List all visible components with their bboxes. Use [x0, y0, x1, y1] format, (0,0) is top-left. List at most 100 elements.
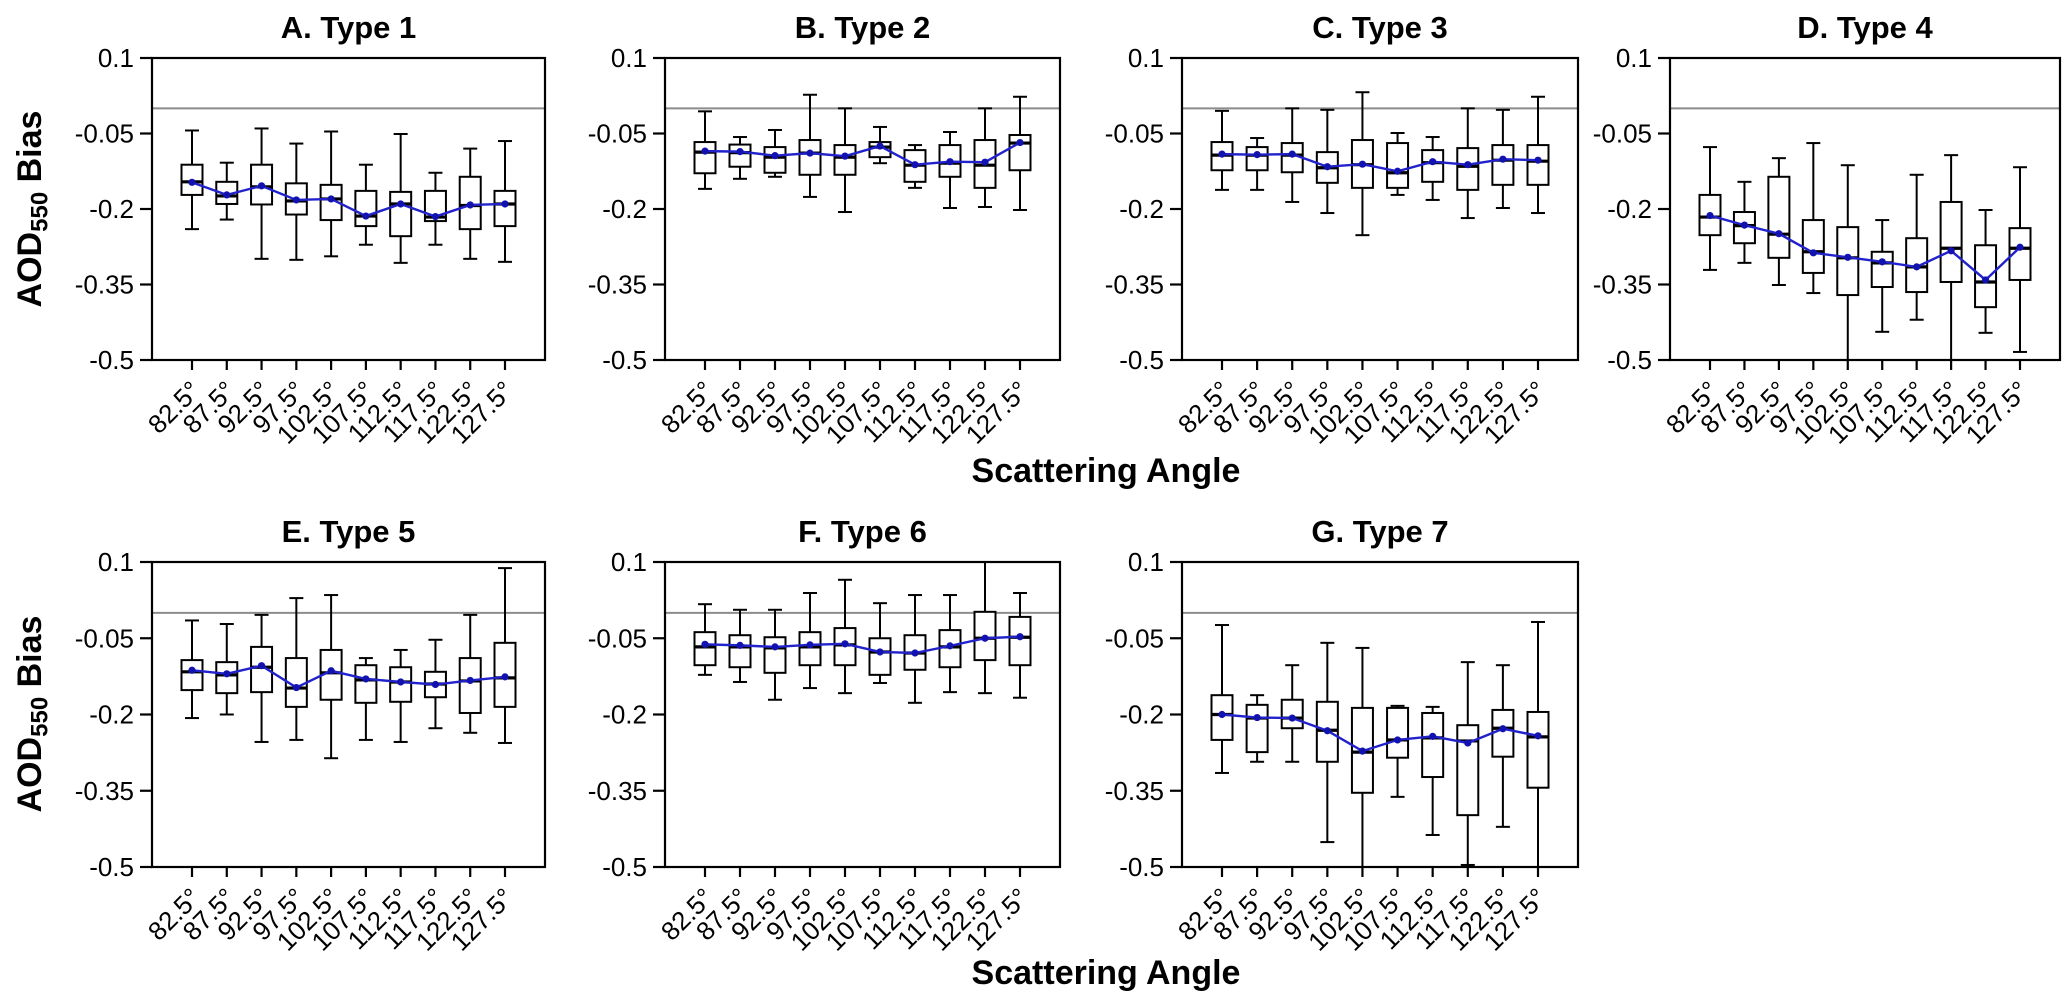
- mean-dot: [1358, 160, 1367, 168]
- iqr-box: [1245, 703, 1269, 754]
- panel-title: F. Type 6: [798, 514, 927, 549]
- y-tick-label: -0.35: [1593, 270, 1652, 300]
- box-D-82.5°: [1698, 146, 1722, 271]
- mean-dot: [1740, 221, 1749, 229]
- box-F-122.5°: [973, 561, 997, 695]
- iqr-box: [1280, 698, 1304, 730]
- box-F-107.5°: [868, 602, 892, 684]
- iqr-box: [868, 637, 892, 676]
- box-D-107.5°: [1870, 219, 1894, 333]
- iqr-box: [1456, 147, 1480, 191]
- panel-title: A. Type 1: [281, 10, 417, 45]
- panel-E: 0.1-0.05-0.2-0.35-0.582.5°87.5°92.5°97.5…: [75, 514, 547, 957]
- box-A-107.5°: [354, 163, 378, 246]
- box-D-122.5°: [1974, 209, 1998, 334]
- box-B-92.5°: [763, 128, 787, 178]
- mean-dot: [736, 148, 744, 156]
- mean-dot: [362, 675, 370, 683]
- mean-dot: [188, 178, 196, 186]
- mean-dot: [1323, 163, 1331, 171]
- iqr-box: [798, 631, 822, 667]
- plot-frame: [150, 56, 547, 362]
- mean-dot: [1288, 714, 1296, 722]
- iqr-box: [1456, 724, 1480, 817]
- box-G-107.5°: [1386, 704, 1410, 798]
- mean-dot: [257, 662, 266, 670]
- box-G-82.5°: [1210, 624, 1234, 774]
- y-tick-label: 0.1: [611, 43, 647, 73]
- mean-dot: [981, 158, 989, 166]
- iqr-box: [693, 141, 717, 175]
- box-F-112.5°: [903, 594, 927, 704]
- iqr-box: [215, 661, 239, 695]
- iqr-box: [1491, 708, 1515, 758]
- panel-title: G. Type 7: [1311, 514, 1448, 549]
- mean-dot: [397, 678, 405, 686]
- mean-line: [1221, 152, 1539, 173]
- mean-dot: [292, 683, 300, 692]
- mean-dot: [501, 200, 509, 208]
- iqr-box: [1526, 710, 1550, 789]
- y-tick-label: -0.2: [89, 194, 134, 224]
- y-tick-label: 0.1: [98, 43, 134, 73]
- iqr-box: [693, 631, 717, 667]
- box-C-107.5°: [1386, 131, 1410, 196]
- mean-dot: [327, 195, 335, 203]
- iqr-box: [833, 144, 857, 176]
- mean-dot: [1429, 158, 1437, 166]
- box-G-87.5°: [1245, 694, 1269, 763]
- mean-dot: [1323, 727, 1331, 735]
- iqr-box: [1008, 615, 1032, 667]
- box-B-97.5°: [798, 93, 822, 198]
- box-C-87.5°: [1245, 137, 1269, 191]
- box-G-122.5°: [1491, 664, 1515, 828]
- y-tick-label: -0.35: [588, 776, 647, 806]
- box-E-107.5°: [354, 657, 378, 741]
- y-tick-label: -0.05: [588, 119, 647, 149]
- iqr-box: [728, 143, 752, 168]
- box-D-112.5°: [1905, 173, 1929, 321]
- plot-frame: [1180, 56, 1580, 362]
- y-tick-label: 0.1: [98, 547, 134, 577]
- mean-dot: [876, 648, 884, 656]
- mean-dot: [1393, 167, 1402, 175]
- mean-dot: [806, 641, 814, 649]
- iqr-box: [1939, 200, 1963, 283]
- panel-title: D. Type 4: [1797, 10, 1933, 45]
- box-B-102.5°: [833, 107, 857, 214]
- y-tick-label: -0.05: [1105, 623, 1164, 653]
- box-E-127.5°: [493, 567, 517, 744]
- plot-frame: [150, 560, 547, 869]
- mean-line: [1221, 713, 1539, 753]
- box-A-102.5°: [319, 130, 343, 258]
- y-tick-label: -0.5: [1119, 345, 1164, 375]
- mean-line: [704, 141, 1021, 166]
- mean-dot: [1253, 151, 1261, 159]
- mean-dot: [1218, 150, 1226, 158]
- box-B-127.5°: [1008, 95, 1032, 212]
- panel-A: 0.1-0.05-0.2-0.35-0.582.5°87.5°92.5°97.5…: [75, 10, 547, 450]
- box-E-97.5°: [284, 597, 308, 741]
- iqr-box: [1974, 244, 1998, 309]
- iqr-box: [1526, 144, 1550, 186]
- y-tick-label: -0.5: [89, 345, 134, 375]
- mean-dot: [876, 142, 884, 150]
- mean-dot: [1253, 713, 1261, 722]
- panel-B: 0.1-0.05-0.2-0.35-0.582.5°87.5°92.5°97.5…: [588, 10, 1062, 450]
- iqr-box: [1491, 144, 1515, 186]
- box-E-122.5°: [458, 613, 482, 734]
- box-A-92.5°: [250, 127, 274, 260]
- mean-dot: [1016, 138, 1024, 147]
- box-D-102.5°: [1836, 164, 1860, 360]
- y-tick-label: -0.35: [1105, 776, 1164, 806]
- y-tick-label: 0.1: [611, 547, 647, 577]
- box-F-102.5°: [833, 578, 857, 695]
- mean-line: [191, 181, 506, 218]
- box-E-82.5°: [180, 619, 204, 720]
- mean-dot: [2016, 243, 2024, 251]
- y-tick-label: -0.5: [89, 852, 134, 882]
- y-tick-label: -0.2: [602, 700, 647, 730]
- mean-line: [191, 664, 506, 689]
- mean-dot: [292, 196, 300, 204]
- box-G-117.5°: [1456, 661, 1480, 866]
